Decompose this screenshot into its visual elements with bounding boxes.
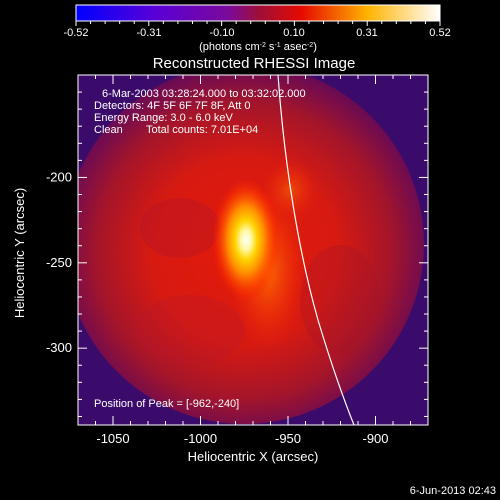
y-axis-label: Heliocentric Y (arcsec): [12, 188, 27, 318]
emission-ridge: [262, 160, 318, 220]
emission-peak: [212, 178, 280, 302]
colorbar: -0.52 -0.31 -0.10 0.10 0.31 0.52 (photon…: [63, 4, 451, 53]
y-tick-label: -300: [46, 340, 72, 355]
axis-ticks: [77, 74, 429, 425]
emission-dim-region: [140, 198, 220, 258]
emission-dim-region: [135, 295, 245, 365]
y-tick-label: -250: [46, 255, 72, 270]
colorbar-tick-labels: -0.52 -0.31 -0.10 0.10 0.31 0.52: [63, 27, 450, 39]
solar-limb: [277, 75, 355, 425]
plot-title: Reconstructed RHESSI Image: [153, 55, 356, 72]
colorbar-unit-label: (photons cm-2 s-1 asec-2): [199, 41, 317, 53]
detectors-annotation: Detectors: 4F 5F 6F 7F 8F, Att 0: [94, 100, 251, 112]
image-annotations: 6-Mar-2003 03:28:24.000 to 03:32:02.000 …: [94, 88, 306, 410]
colorbar-tick-label: 0.31: [356, 27, 377, 39]
total-counts-annotation: Total counts: 7.01E+04: [146, 124, 258, 136]
colorbar-tick-label: -0.52: [63, 27, 88, 39]
x-tick-label: -1050: [96, 431, 129, 446]
colorbar-tick-label: 0.52: [429, 27, 450, 39]
y-tick-labels: -200 -250 -300: [46, 169, 72, 355]
y-tick-label: -200: [46, 169, 72, 184]
colorbar-tick-label: 0.10: [283, 27, 304, 39]
x-tick-label: -1000: [184, 431, 217, 446]
x-tick-label: -950: [275, 431, 301, 446]
colorbar-tick-label: -0.10: [209, 27, 234, 39]
x-tick-label: -900: [362, 431, 388, 446]
x-tick-labels: -1050 -1000 -950 -900: [96, 431, 388, 446]
colorbar-gradient: [75, 4, 441, 22]
hxr-image: [78, 75, 428, 425]
footer-timestamp: 6-Jun-2013 02:43: [410, 485, 496, 497]
peak-position-annotation: Position of Peak = [-962,-240]: [94, 398, 239, 410]
x-axis-label: Heliocentric X (arcsec): [188, 449, 319, 464]
time-range-annotation: 6-Mar-2003 03:28:24.000 to 03:32:02.000: [102, 88, 306, 100]
colorbar-tick-label: -0.31: [136, 27, 161, 39]
energy-range-annotation: Energy Range: 3.0 - 6.0 keV: [94, 112, 233, 124]
clean-annotation: Clean: [94, 124, 123, 136]
colorbar-ticks: [75, 21, 441, 26]
